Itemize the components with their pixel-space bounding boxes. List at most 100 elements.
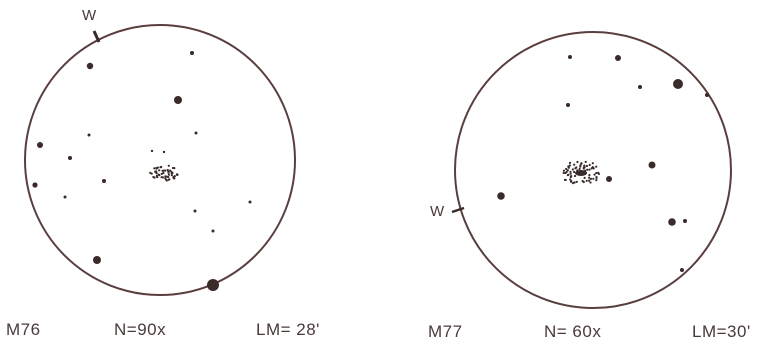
- nebula-dot: [573, 170, 576, 174]
- nebula-dot: [571, 168, 574, 171]
- field-of-view-m76: [24, 24, 296, 296]
- star: [207, 279, 219, 291]
- star: [86, 62, 94, 70]
- star: [194, 131, 198, 135]
- nebula-dot: [569, 178, 572, 181]
- nebula-dot: [161, 176, 164, 179]
- nebula-dot: [573, 163, 576, 166]
- star: [248, 200, 252, 204]
- nebula-dot: [173, 175, 176, 178]
- star: [87, 133, 91, 137]
- west-marker: W: [430, 203, 445, 220]
- nebula-dot: [562, 171, 565, 175]
- west-tick: [451, 206, 465, 214]
- nebula-dot: [595, 165, 598, 168]
- nebula-dot: [597, 172, 600, 175]
- star: [615, 55, 621, 61]
- nebula-dot: [588, 179, 591, 182]
- sketch-m76: W M76 N=90x LM= 28': [0, 0, 380, 347]
- nebula-dot: [581, 180, 584, 183]
- galaxy-m77: [562, 160, 600, 185]
- star: [568, 55, 572, 59]
- nebula-dot: [164, 177, 167, 180]
- star: [211, 229, 215, 233]
- nebula-dot: [583, 164, 586, 167]
- nebula-m76: [149, 164, 179, 182]
- nebula-dot: [173, 177, 176, 180]
- nebula-dot: [168, 178, 171, 181]
- nebula-dot: [592, 177, 595, 180]
- star: [193, 209, 197, 213]
- west-tick: [92, 30, 101, 43]
- nebula-dot: [593, 173, 596, 176]
- nebula-dot: [170, 172, 173, 175]
- nebula-dot: [585, 179, 588, 182]
- star: [638, 85, 642, 89]
- nebula-dot: [167, 173, 171, 176]
- nebula-dot: [165, 179, 168, 182]
- nebula-dot: [569, 172, 572, 175]
- nebula-dot: [154, 170, 157, 173]
- eyepiece-circle: [454, 31, 732, 309]
- nebula-dot: [166, 168, 169, 172]
- star: [680, 268, 684, 272]
- nebula-dot: [585, 164, 588, 168]
- nebula-dot: [574, 167, 577, 170]
- nebula-dot: [575, 180, 578, 183]
- nebula-dot: [569, 175, 572, 179]
- nebula-dot: [155, 174, 158, 177]
- nebula-dot: [583, 176, 586, 179]
- nebula-dot: [578, 167, 581, 171]
- nebula-dot: [570, 180, 573, 183]
- nebula-dot: [170, 174, 173, 177]
- star: [63, 195, 67, 199]
- eyepiece-circle: [24, 24, 296, 296]
- nebula-dot: [589, 177, 593, 180]
- nebula-dot: [565, 167, 568, 171]
- star: [162, 150, 166, 154]
- west-marker: W: [82, 7, 97, 24]
- nebula-dot: [562, 169, 565, 172]
- star: [150, 149, 154, 153]
- nebula-dot: [569, 170, 572, 173]
- field-of-view-m77: [451, 31, 732, 309]
- nebula-dot: [583, 166, 586, 169]
- nebula-dot: [150, 172, 153, 175]
- nebula-dot: [567, 173, 570, 176]
- star: [37, 142, 43, 148]
- nebula-dot: [591, 162, 594, 165]
- nebula-dot: [162, 169, 165, 172]
- nebula-dot: [571, 182, 575, 185]
- nebula-dot: [165, 175, 168, 178]
- nebula-dot: [167, 171, 170, 174]
- nebula-dot: [595, 176, 598, 179]
- galaxy-core: [575, 170, 587, 176]
- nebula-dot: [564, 171, 567, 175]
- star: [497, 192, 505, 200]
- nebula-dot: [588, 176, 591, 179]
- nebula-dot: [171, 166, 175, 170]
- nebula-dot: [176, 173, 179, 176]
- magnification-label: N=90x: [114, 320, 167, 339]
- nebula-dot: [589, 181, 592, 184]
- star: [174, 96, 182, 104]
- object-label: M76: [6, 320, 41, 339]
- nebula-dot: [579, 164, 582, 167]
- nebula-dot: [564, 178, 567, 182]
- magnification-label: N= 60x: [544, 322, 602, 341]
- nebula-dot: [159, 166, 162, 169]
- limiting-magnitude-label: LM= 28': [256, 320, 320, 339]
- sketch-m77: W M77 N= 60x LM=30': [380, 0, 765, 347]
- object-label: M77: [428, 322, 463, 341]
- star: [683, 219, 687, 223]
- nebula-dot: [588, 174, 591, 177]
- nebula-dot: [590, 167, 593, 170]
- nebula-dot: [170, 170, 173, 173]
- star: [648, 161, 656, 169]
- nebula-dot: [167, 164, 170, 167]
- nebula-dot: [157, 173, 160, 176]
- nebula-dot: [156, 166, 159, 169]
- nebula-dot: [595, 171, 598, 175]
- nebula-dot: [588, 168, 591, 171]
- star: [606, 176, 612, 182]
